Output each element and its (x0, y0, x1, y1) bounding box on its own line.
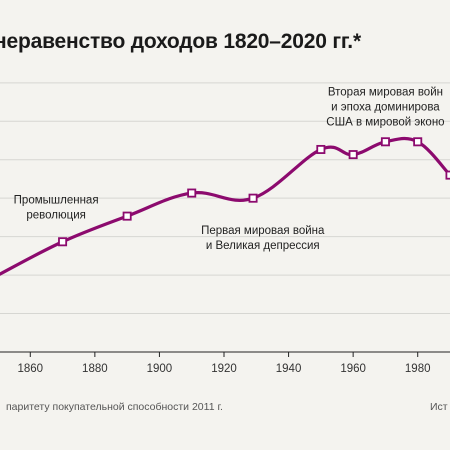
x-tick-label-1920: 1920 (211, 363, 237, 375)
annotation-2-line-1: и эпоха доминирова (331, 102, 440, 114)
annotation-0-line-1: революция (26, 209, 86, 221)
data-point-1910 (187, 188, 197, 198)
data-point-1890 (122, 211, 132, 221)
x-tick-labels: 1860 1880 1900 1920 1940 1960 1980 (17, 352, 431, 375)
series-markers (58, 137, 450, 247)
data-point-1990 (445, 170, 450, 180)
data-point-1950 (316, 144, 326, 154)
annotation-2-line-2: США в мировой эконо (326, 117, 444, 129)
source-note: Ист (430, 401, 448, 413)
x-tick-label-1880: 1880 (82, 363, 108, 375)
data-point-1929 (248, 193, 258, 203)
x-tick-label-1860: 1860 (17, 363, 43, 375)
chart-title: неравенство доходов 1820–2020 гг.* (0, 30, 361, 53)
annotation-2-line-0: Вторая мировая войн (328, 87, 443, 99)
x-tick-label-1940: 1940 (276, 363, 302, 375)
data-point-1870 (58, 237, 68, 247)
data-point-1970 (380, 137, 390, 147)
series-line (0, 136, 450, 276)
x-tick-label-1960: 1960 (340, 363, 366, 375)
x-tick-label-1900: 1900 (147, 363, 173, 375)
data-point-1960 (348, 150, 358, 160)
data-point-1980 (413, 137, 423, 147)
annotation-0-line-0: Промышленная (14, 194, 99, 206)
x-tick-label-1980: 1980 (405, 363, 431, 375)
footnote: паритету покупательной способности 2011 … (6, 401, 223, 413)
annotations: Промышленная революция Первая мировая войн… (14, 87, 445, 252)
annotation-1-line-1: и Великая депрессия (206, 240, 320, 252)
annotation-1-line-0: Первая мировая война (201, 225, 325, 237)
